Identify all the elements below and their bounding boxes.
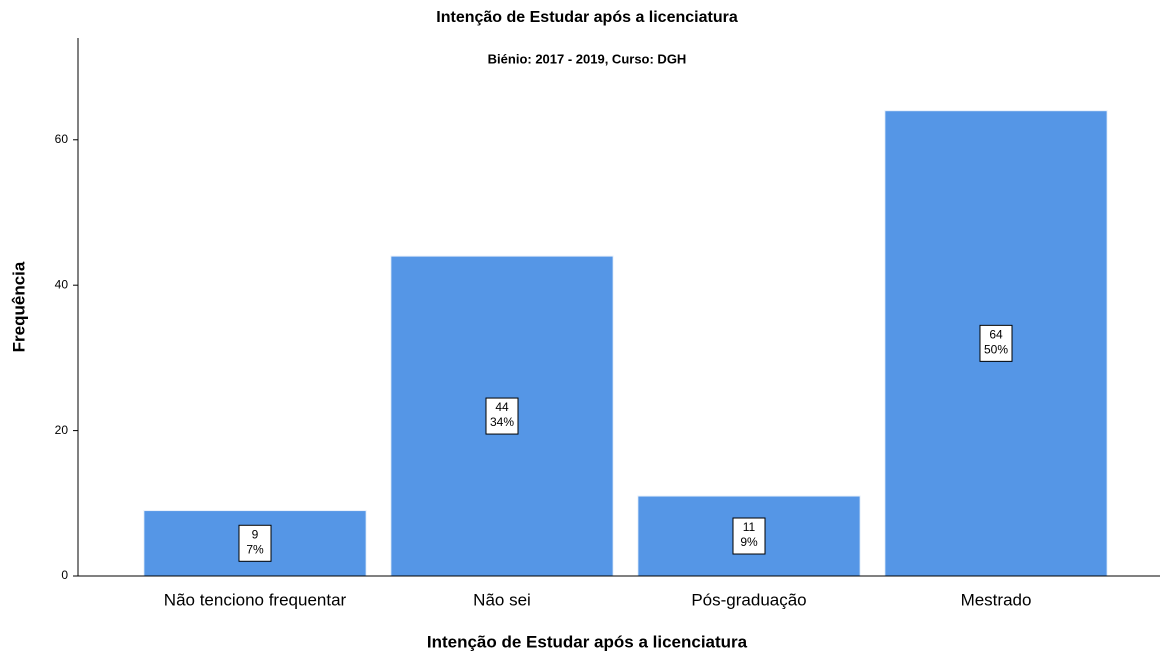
- percentage-label: 7%: [246, 542, 264, 556]
- percentage-label: 34%: [490, 415, 514, 429]
- x-tick-label: Pós-graduação: [691, 590, 806, 609]
- data-label: 64: [989, 328, 1003, 342]
- y-tick-label: 20: [55, 423, 69, 437]
- data-label-box: [979, 324, 1013, 362]
- data-label-box: [238, 524, 272, 562]
- chart-title: Intenção de Estudar após a licenciatura: [436, 9, 738, 26]
- percentage-label: 9%: [740, 535, 758, 549]
- y-tick-label: 40: [55, 277, 69, 291]
- percentage-label: 50%: [984, 343, 1008, 357]
- x-axis-label: Intenção de Estudar após a licenciatura: [427, 632, 748, 651]
- y-axis-label: Frequência: [9, 261, 28, 352]
- y-tick-label: 60: [55, 132, 69, 146]
- x-tick-label: Não sei: [473, 590, 531, 609]
- data-label: 11: [743, 520, 756, 534]
- data-label: 9: [252, 527, 259, 541]
- data-label-box: [485, 397, 519, 435]
- y-tick-label: 0: [61, 568, 68, 582]
- x-tick-label: Não tenciono frequentar: [164, 590, 347, 609]
- x-tick-label: Mestrado: [961, 590, 1032, 609]
- data-label: 44: [495, 400, 509, 414]
- chart-subtitle: Biénio: 2017 - 2019, Curso: DGH: [488, 51, 687, 66]
- data-label-box: [732, 517, 766, 555]
